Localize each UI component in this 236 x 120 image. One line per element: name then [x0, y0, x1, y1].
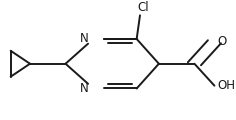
Text: OH: OH: [217, 79, 235, 92]
Text: O: O: [217, 35, 226, 48]
Text: N: N: [80, 33, 88, 45]
Text: Cl: Cl: [138, 1, 149, 14]
Text: N: N: [80, 82, 88, 95]
